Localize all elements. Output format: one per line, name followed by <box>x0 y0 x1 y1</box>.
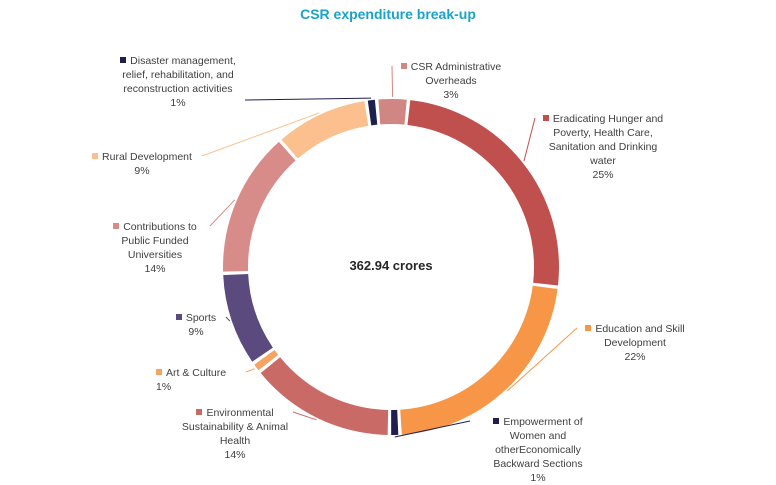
slice-percent: 25% <box>592 169 614 181</box>
slice-label-text: Disaster management, relief, rehabilitat… <box>122 55 236 95</box>
slice-label-eradicating-hunger-and-poverty-health-ca: Eradicating Hunger and Poverty, Health C… <box>538 112 668 182</box>
slice-label-text: Eradicating Hunger and Poverty, Health C… <box>548 113 664 167</box>
leader-line-art-culture <box>245 368 255 373</box>
slice-percent: 3% <box>443 89 459 101</box>
slice-label-text: Education and Skill Development <box>595 323 685 349</box>
donut-slices <box>223 98 559 435</box>
slice-percent: 22% <box>624 351 646 363</box>
legend-marker <box>493 418 500 424</box>
slice-label-text: Empowerment of Women and otherEconomical… <box>493 416 583 470</box>
slice-label-text: CSR Administrative Overheads <box>410 61 502 87</box>
slice-label-environmental-sustainability-animal-heal: Environmental Sustainability & Animal He… <box>180 406 290 462</box>
slice-eradicating-hunger-and-poverty-health-ca <box>407 100 559 286</box>
slice-label-text: Sports <box>185 312 217 324</box>
slice-rural-development <box>281 101 369 159</box>
leader-line-empowerment-of-women-and-othereconomical <box>394 420 471 438</box>
slice-environmental-sustainability-animal-heal <box>260 357 389 435</box>
slice-percent: 1% <box>156 381 172 393</box>
leader-line-disaster-management-relief-rehabilitatio <box>244 97 372 101</box>
leader-lines <box>201 65 578 438</box>
slice-percent: 14% <box>144 263 166 275</box>
slice-art-culture <box>254 350 279 371</box>
slice-csr-administrative-overheads <box>378 98 407 125</box>
slice-label-rural-development: Rural Development 9% <box>82 150 202 178</box>
legend-marker <box>196 409 203 415</box>
leader-line-rural-development <box>201 112 320 157</box>
leader-line-environmental-sustainability-animal-heal <box>292 411 317 421</box>
slice-label-contributions-to-public-funded-universit: Contributions to Public Funded Universit… <box>100 220 210 276</box>
slice-label-disaster-management-relief-rehabilitatio: Disaster management, relief, rehabilitat… <box>113 54 243 110</box>
legend-marker <box>400 63 407 69</box>
slice-education-and-skill-development <box>400 285 558 435</box>
leader-line-csr-administrative-overheads <box>391 65 394 98</box>
legend-marker <box>120 57 127 63</box>
slice-label-text: Rural Development <box>102 151 192 163</box>
slice-label-text: Contributions to Public Funded Universit… <box>121 221 197 261</box>
slice-label-text: Environmental Sustainability & Animal He… <box>181 407 289 447</box>
slice-percent: 14% <box>224 449 246 461</box>
slice-percent: 9% <box>188 326 204 338</box>
leader-line-sports <box>225 316 231 322</box>
legend-marker <box>175 314 182 320</box>
slice-label-art-culture: Art & Culture 1% <box>156 366 246 394</box>
leader-line-eradicating-hunger-and-poverty-health-ca <box>523 117 536 162</box>
slice-sports <box>223 273 273 362</box>
slice-label-sports: Sports 9% <box>166 311 226 339</box>
legend-marker <box>156 369 162 375</box>
legend-marker <box>113 223 120 229</box>
slice-label-empowerment-of-women-and-othereconomical: Empowerment of Women and otherEconomical… <box>474 415 602 485</box>
slice-label-text: Art & Culture <box>166 367 227 379</box>
slice-percent: 1% <box>530 472 546 484</box>
slice-percent: 9% <box>134 165 150 177</box>
legend-marker <box>92 153 99 159</box>
slice-label-education-and-skill-development: Education and Skill Development 22% <box>580 322 690 364</box>
chart-title: CSR expenditure break-up <box>300 6 476 22</box>
slice-label-csr-administrative-overheads: CSR Administrative Overheads 3% <box>396 60 506 102</box>
slice-disaster-management-relief-rehabilitatio <box>367 99 378 126</box>
leader-line-education-and-skill-development <box>506 327 578 392</box>
slice-empowerment-of-women-and-othereconomical <box>391 409 399 435</box>
center-total-label: 362.94 crores <box>349 258 433 273</box>
legend-marker <box>585 325 592 331</box>
legend-marker <box>542 115 549 121</box>
leader-line-contributions-to-public-funded-universit <box>209 199 236 227</box>
slice-percent: 1% <box>170 97 186 109</box>
slice-contributions-to-public-funded-universit <box>223 141 296 272</box>
